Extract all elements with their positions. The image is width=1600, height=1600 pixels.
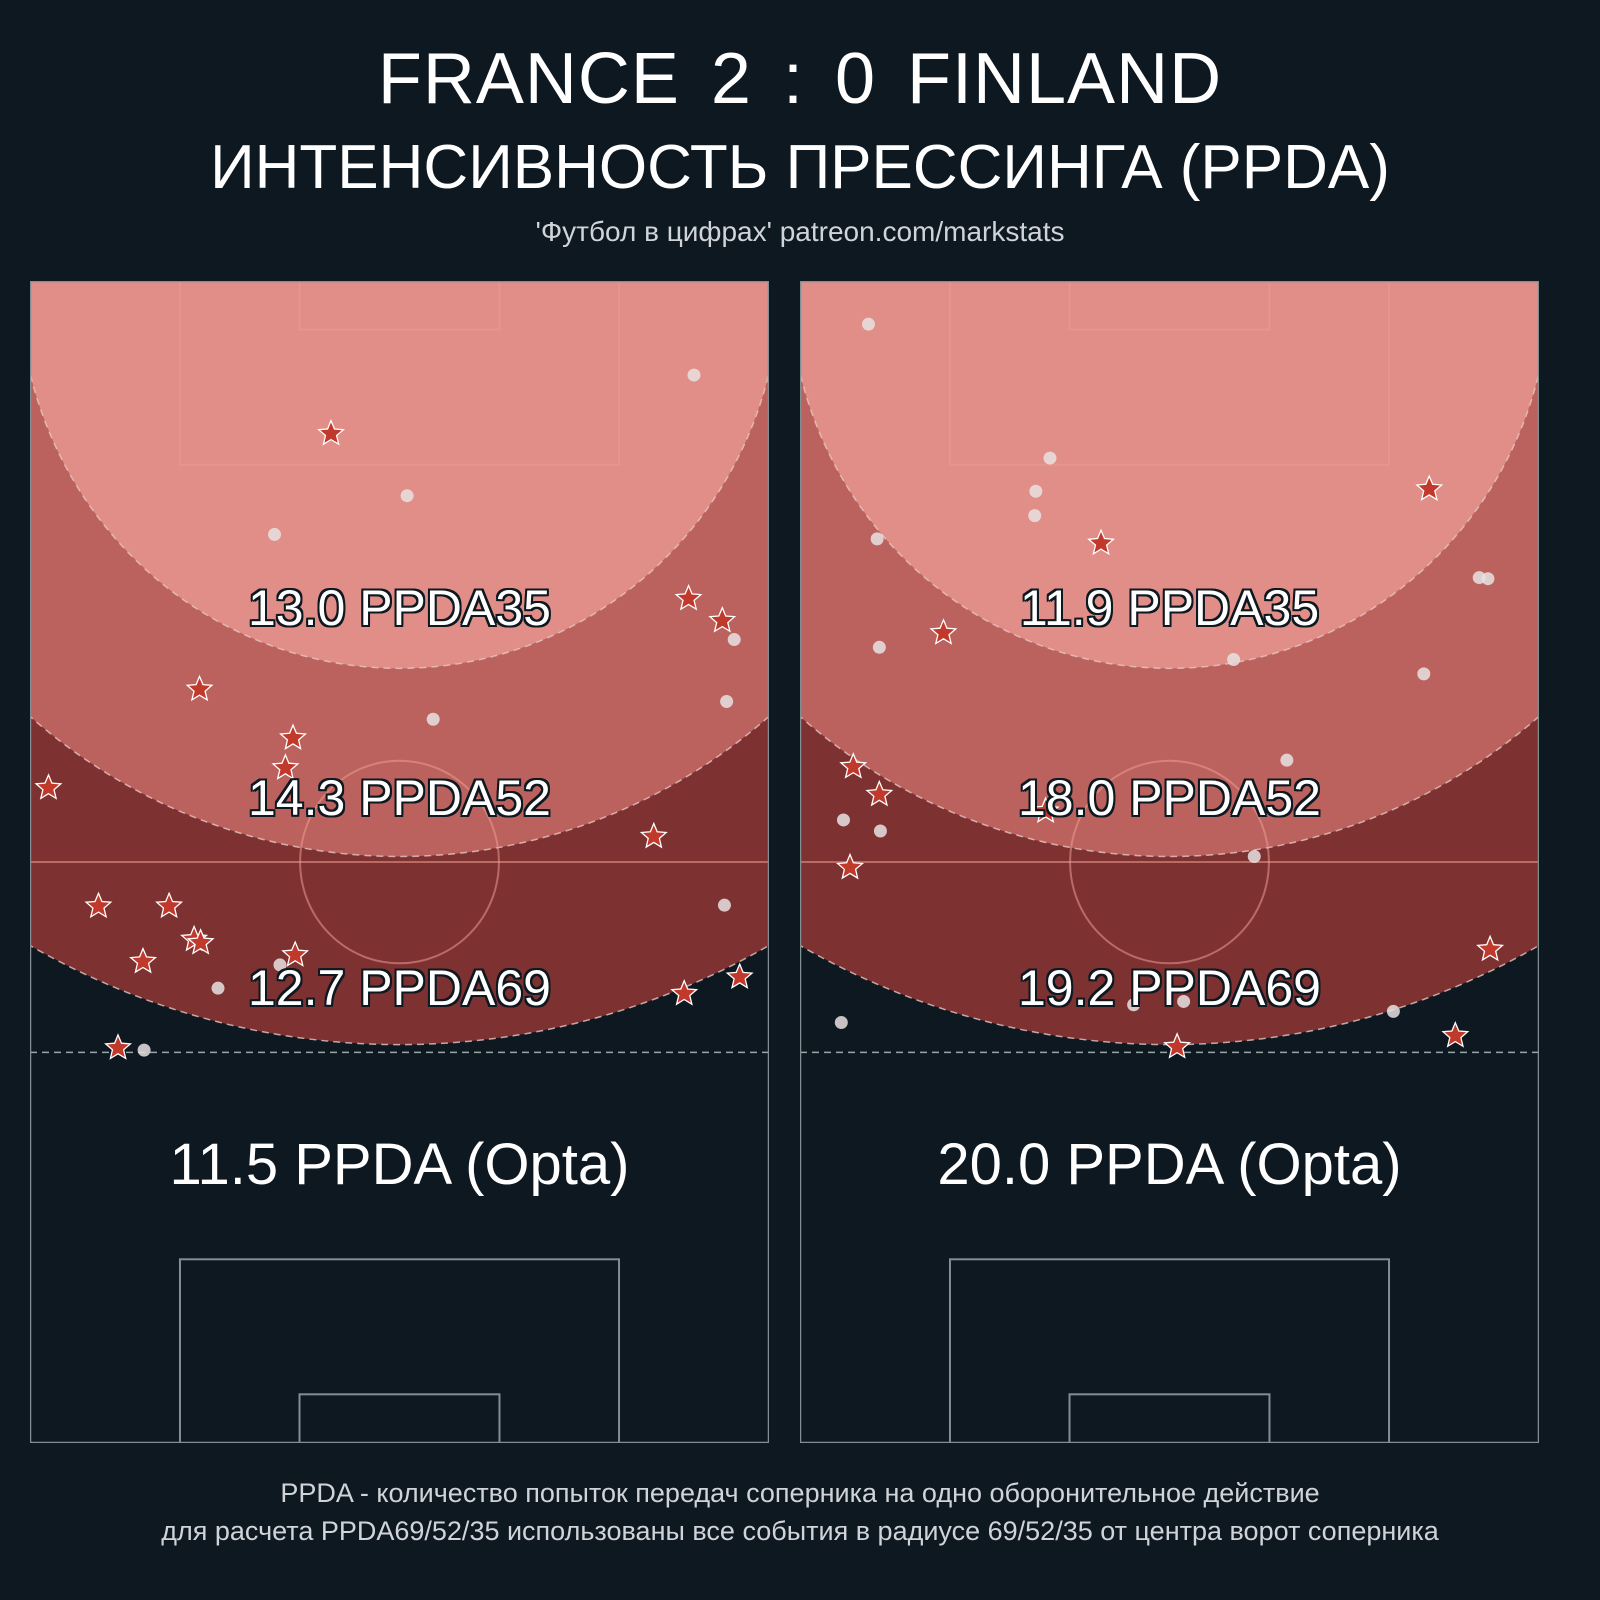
event-dot: [1417, 667, 1431, 681]
star-icon: [674, 583, 703, 611]
star-icon: [281, 940, 310, 967]
penalty-box-top: [948, 281, 1391, 466]
pitch-svg: [30, 281, 769, 1443]
star-icon: [670, 979, 699, 1006]
event-dot: [687, 368, 701, 382]
zone-label-69: 12.7 PPDA69: [248, 960, 551, 1016]
event-dot: [1043, 451, 1057, 465]
star-icon: [271, 753, 300, 780]
event-dot: [1247, 849, 1261, 863]
zone-label-52: 14.3 PPDA52: [248, 770, 551, 826]
event-dot: [137, 1043, 151, 1057]
event-dot: [400, 489, 414, 503]
penalty-box-bottom: [178, 1258, 621, 1443]
event-dot: [836, 813, 850, 827]
star-icon: [279, 723, 307, 750]
event-dot: [1481, 572, 1495, 586]
event-dot: [1227, 652, 1241, 666]
center-circle: [1069, 759, 1270, 965]
star-icon: [708, 606, 737, 633]
pitch-border: [30, 281, 769, 1443]
star-icon: [129, 946, 158, 974]
star-icon: [725, 962, 754, 989]
zone-35-area: [30, 281, 769, 669]
zone-label-52: 18.0 PPDA52: [1018, 770, 1321, 826]
penalty-box-top: [178, 281, 621, 466]
event-dot: [727, 633, 741, 647]
star-icon: [865, 779, 894, 807]
star-icon: [104, 1033, 133, 1060]
star-icon: [1415, 474, 1444, 501]
penalty-box-bottom: [948, 1258, 1391, 1443]
star-icon: [186, 928, 215, 955]
event-dot: [1177, 994, 1191, 1008]
chart-subtitle: ИНТЕНСИВНОСТЬ ПРЕССИНГА (PPDA): [210, 133, 1390, 202]
event-dot: [426, 712, 440, 726]
opta-ppda-label: 11.5 PPDA (Opta): [169, 1132, 630, 1197]
pitch-border: [800, 281, 1539, 1443]
event-dot: [1029, 484, 1043, 498]
event-dot: [834, 1015, 848, 1029]
star-icon: [835, 852, 865, 880]
event-dot: [861, 317, 875, 331]
star-icon: [639, 821, 668, 849]
event-dot: [717, 898, 731, 912]
star-icon: [155, 891, 184, 919]
zone-label-69: 19.2 PPDA69: [1018, 960, 1321, 1016]
event-dot: [211, 981, 225, 995]
event-dot: [873, 824, 887, 838]
star-icon: [839, 752, 868, 779]
event-dot: [268, 527, 282, 541]
pitch-svg: [800, 281, 1539, 1443]
star-icon: [185, 674, 214, 702]
zone-35-area: [800, 281, 1539, 669]
match-title: FRANCE 2 : 0 FINLAND: [377, 39, 1223, 119]
star-icon: [1441, 1021, 1470, 1048]
opta-ppda-label: 20.0 PPDA (Opta): [937, 1132, 1402, 1197]
event-dot: [1028, 509, 1042, 523]
credit-text: 'Футбол в цифрах' patreon.com/markstats: [535, 216, 1065, 247]
pitch-panel-finland: 11.9 PPDA35 18.0 PPDA52 19.2 PPDA69 20.0…: [800, 281, 1539, 1443]
star-icon: [34, 773, 63, 800]
zone-label-35: 11.9 PPDA35: [1019, 580, 1320, 636]
event-dot: [1127, 998, 1141, 1012]
event-dot: [273, 958, 287, 972]
footer-definition: PPDA - количество попыток передач соперн…: [280, 1478, 1320, 1508]
star-icon: [1163, 1032, 1192, 1059]
star-icon: [1087, 528, 1115, 556]
pitch-panel-france: 13.0 PPDA35 14.3 PPDA52 12.7 PPDA69 11.5…: [30, 281, 769, 1443]
event-dot: [1280, 753, 1294, 767]
star-icon: [929, 618, 958, 645]
event-dot: [870, 532, 884, 546]
star-icon: [84, 891, 113, 919]
event-dot: [720, 695, 734, 709]
event-dot: [1386, 1004, 1400, 1018]
six-yard-box-top: [1068, 281, 1271, 331]
center-circle: [299, 759, 500, 965]
star-icon: [317, 419, 346, 446]
star-icon: [1476, 934, 1505, 962]
star-icon: [1031, 796, 1060, 823]
six-yard-box-top: [298, 281, 501, 331]
event-dot: [872, 640, 886, 654]
zone-label-35: 13.0 PPDA35: [248, 580, 551, 636]
footer-method: для расчета PPDA69/52/35 использованы вс…: [161, 1516, 1439, 1546]
